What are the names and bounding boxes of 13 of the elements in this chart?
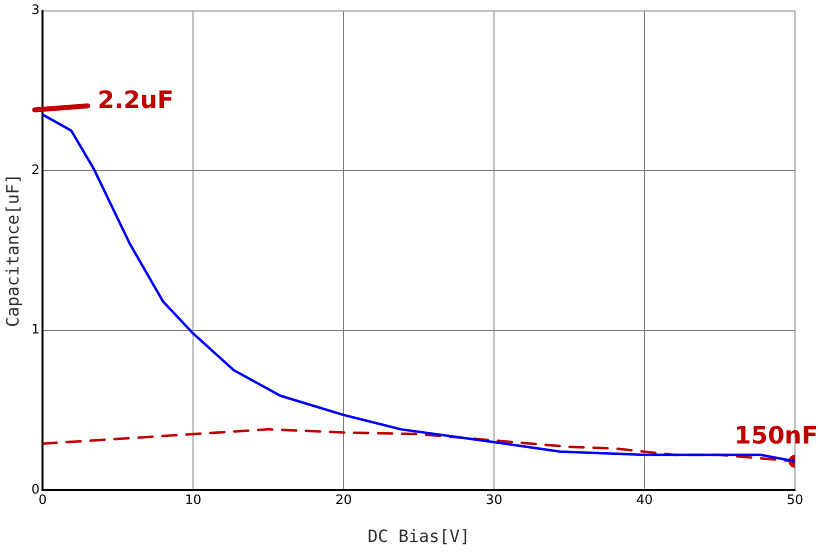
- x-tick-label: 40: [636, 493, 653, 508]
- y-tick-label: 0: [31, 482, 40, 498]
- y-axis-title: Capacitance[uF]: [4, 174, 24, 328]
- y-tick-label: 1: [31, 322, 40, 338]
- annotation: 2.2uF: [98, 86, 174, 114]
- y-tick-label: 3: [31, 3, 40, 18]
- x-tick-label: 20: [335, 493, 352, 508]
- x-axis-title: DC Bias[V]: [368, 527, 470, 548]
- x-tick-label: 30: [486, 493, 502, 508]
- y-tick-label: 2: [31, 162, 40, 178]
- x-tick-label: 50: [786, 493, 804, 508]
- x-tick-label: 10: [184, 493, 202, 508]
- annotation: 150nF: [734, 421, 818, 450]
